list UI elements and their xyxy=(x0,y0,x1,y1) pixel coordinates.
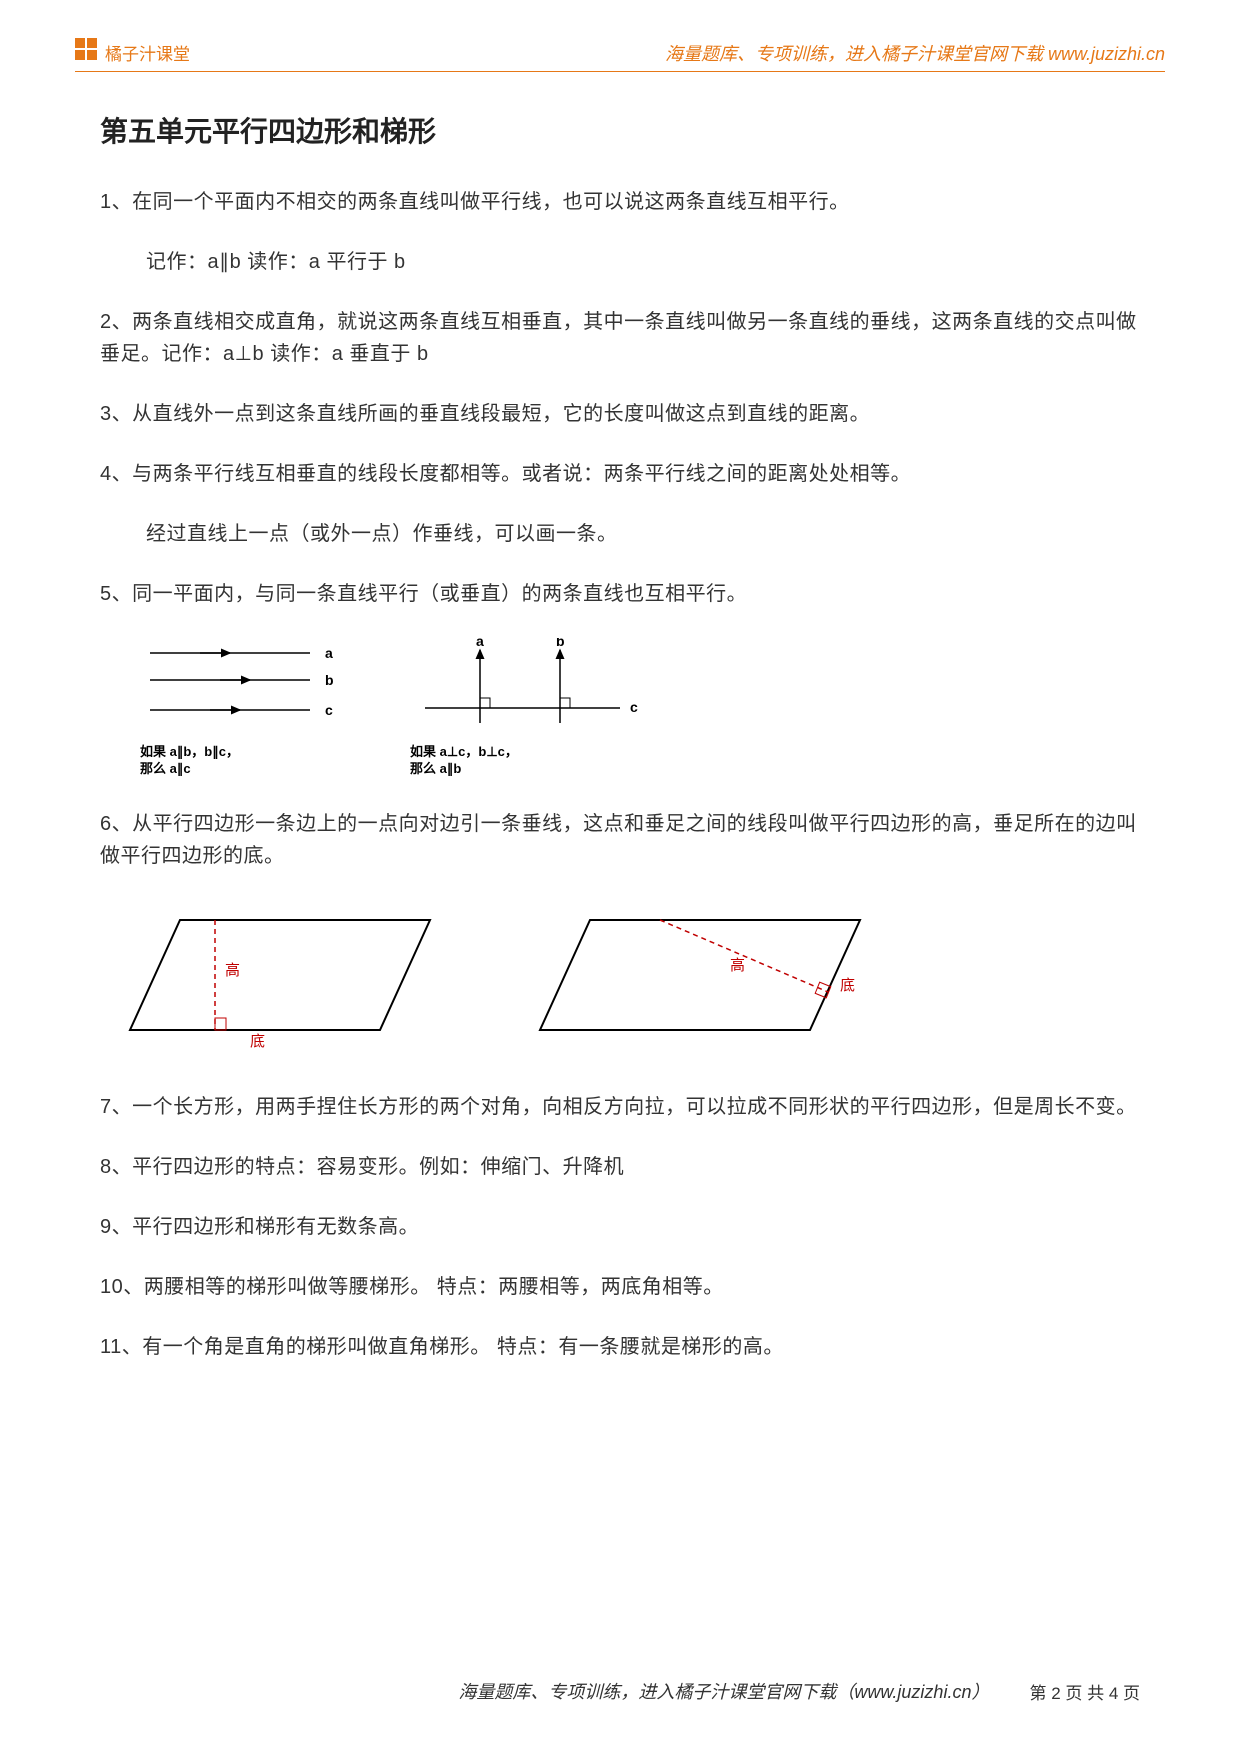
content-area: 第五单元平行四边形和梯形 1、在同一个平面内不相交的两条直线叫做平行线，也可以说… xyxy=(100,110,1140,1391)
item-8: 8、平行四边形的特点：容易变形。例如：伸缩门、升降机 xyxy=(100,1151,1140,1183)
parallelogram-height-vertical: 高 底 xyxy=(120,900,450,1055)
item-4: 4、与两条平行线互相垂直的线段长度都相等。或者说：两条平行线之间的距离处处相等。 xyxy=(100,458,1140,490)
diagram2-caption-l2: 那么 a∥b xyxy=(410,761,461,776)
item-1-sub: 记作：a∥b 读作：a 平行于 b xyxy=(100,246,1140,278)
footer-text: 海量题库、专项训练，进入橘子汁课堂官网下载（www.juzizhi.cn） xyxy=(458,1678,989,1704)
item-6: 6、从平行四边形一条边上的一点向对边引一条垂线，这点和垂足之间的线段叫做平行四边… xyxy=(100,808,1140,872)
para2-base-label: 底 xyxy=(840,977,855,994)
parallelogram-row: 高 底 高 底 xyxy=(120,900,1140,1055)
logo-block: 橘子汁课堂 xyxy=(75,38,190,67)
item-10: 10、两腰相等的梯形叫做等腰梯形。 特点：两腰相等，两底角相等。 xyxy=(100,1271,1140,1303)
item-1: 1、在同一个平面内不相交的两条直线叫做平行线，也可以说这两条直线互相平行。 xyxy=(100,186,1140,218)
diagram1-caption-l2: 那么 a∥c xyxy=(140,761,191,776)
chapter-title: 第五单元平行四边形和梯形 xyxy=(100,110,1140,150)
diagram2-caption: 如果 a⊥c，b⊥c， 那么 a∥b xyxy=(410,744,650,778)
diagram-perpendicular-lines: c a b 如果 a⊥c，b⊥c， 那么 a∥b xyxy=(410,638,650,778)
diagram2-label-a: a xyxy=(476,638,484,649)
item-11: 11、有一个角是直角的梯形叫做直角梯形。 特点：有一条腰就是梯形的高。 xyxy=(100,1331,1140,1363)
diagram1-label-c: c xyxy=(325,702,333,718)
footer-page: 第 2 页 共 4 页 xyxy=(1029,1679,1140,1704)
brand-name: 橘子汁课堂 xyxy=(105,40,190,65)
para1-height-label: 高 xyxy=(225,962,240,979)
item-3: 3、从直线外一点到这条直线所画的垂直线段最短，它的长度叫做这点到直线的距离。 xyxy=(100,398,1140,430)
header-right-text: 海量题库、专项训练，进入橘子汁课堂官网下载 www.juzizhi.cn xyxy=(665,40,1165,66)
para2-height-label: 高 xyxy=(730,957,745,974)
item-5: 5、同一平面内，与同一条直线平行（或垂直）的两条直线也互相平行。 xyxy=(100,578,1140,610)
item-4-sub: 经过直线上一点（或外一点）作垂线，可以画一条。 xyxy=(100,518,1140,550)
item-7: 7、一个长方形，用两手捏住长方形的两个对角，向相反方向拉，可以拉成不同形状的平行… xyxy=(100,1091,1140,1123)
item-9: 9、平行四边形和梯形有无数条高。 xyxy=(100,1211,1140,1243)
diagram-row-1: a b c 如果 a∥b，b∥c， 那么 a∥c xyxy=(140,638,1140,778)
diagram2-label-c: c xyxy=(630,699,638,715)
page-header: 橘子汁课堂 海量题库、专项训练，进入橘子汁课堂官网下载 www.juzizhi.… xyxy=(75,38,1165,72)
logo-icon xyxy=(75,38,99,67)
para1-base-label: 底 xyxy=(250,1033,265,1050)
item-2: 2、两条直线相交成直角，就说这两条直线互相垂直，其中一条直线叫做另一条直线的垂线… xyxy=(100,306,1140,370)
diagram1-label-b: b xyxy=(325,672,334,688)
diagram1-label-a: a xyxy=(325,645,333,661)
page-footer: 海量题库、专项训练，进入橘子汁课堂官网下载（www.juzizhi.cn） 第 … xyxy=(100,1678,1140,1704)
diagram1-caption: 如果 a∥b，b∥c， 那么 a∥c xyxy=(140,744,350,778)
diagram2-label-b: b xyxy=(556,638,565,649)
parallelogram-height-diagonal: 高 底 xyxy=(530,900,880,1055)
diagram1-caption-l1: 如果 a∥b，b∥c， xyxy=(140,744,239,759)
diagram-parallel-lines: a b c 如果 a∥b，b∥c， 那么 a∥c xyxy=(140,638,350,778)
diagram2-caption-l1: 如果 a⊥c，b⊥c， xyxy=(410,744,518,759)
